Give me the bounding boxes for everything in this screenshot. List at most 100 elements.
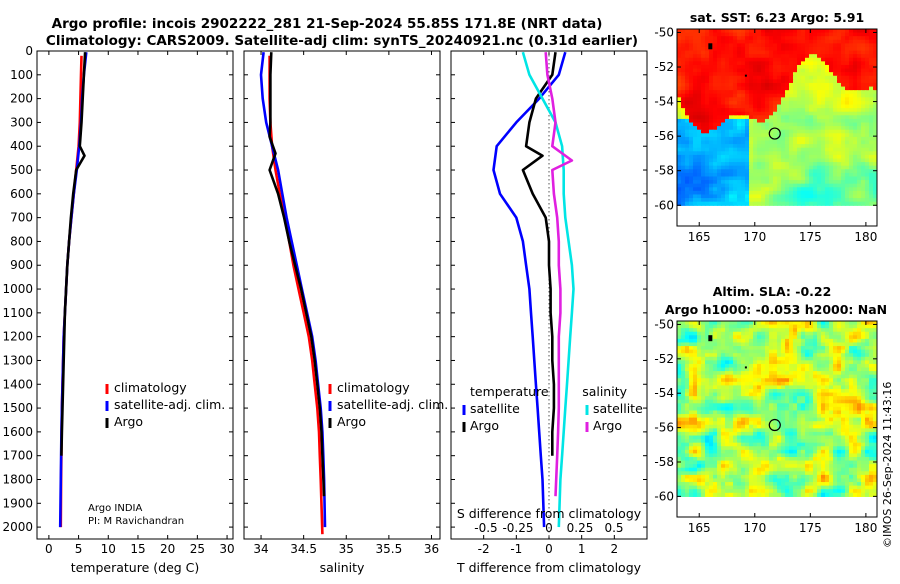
map-cell bbox=[769, 364, 774, 368]
map-cell bbox=[793, 353, 798, 357]
map-cell bbox=[845, 432, 850, 436]
map-cell bbox=[733, 101, 738, 105]
map-cell bbox=[789, 457, 794, 461]
map-cell bbox=[753, 360, 758, 364]
map-cell bbox=[757, 453, 762, 457]
map-cell bbox=[741, 123, 746, 127]
map-cell bbox=[777, 382, 782, 386]
map-cell bbox=[757, 33, 762, 37]
map-cell bbox=[765, 191, 770, 195]
map-cell bbox=[765, 446, 770, 450]
legend-title-temperature: temperature bbox=[470, 384, 549, 399]
map-cell bbox=[729, 137, 734, 141]
map-cell bbox=[729, 40, 734, 44]
map-cell bbox=[693, 346, 698, 350]
map-cell bbox=[785, 137, 790, 141]
map-cell bbox=[789, 191, 794, 195]
map-cell bbox=[841, 378, 846, 382]
map-cell bbox=[685, 36, 690, 40]
map-cell bbox=[865, 342, 870, 346]
map-cell bbox=[713, 353, 718, 357]
map-cell bbox=[753, 101, 758, 105]
map-cell bbox=[757, 141, 762, 145]
map-cell bbox=[841, 76, 846, 80]
map-cell bbox=[697, 47, 702, 51]
map-cell bbox=[741, 94, 746, 98]
map-cell bbox=[677, 432, 682, 436]
map-cell bbox=[773, 321, 778, 325]
map-cell bbox=[745, 176, 750, 180]
map-cell bbox=[841, 418, 846, 422]
map-cell bbox=[757, 321, 762, 325]
map-cell bbox=[845, 90, 850, 94]
map-cell bbox=[749, 97, 754, 101]
map-cell bbox=[777, 47, 782, 51]
map-cell bbox=[749, 453, 754, 457]
map-cell bbox=[817, 403, 822, 407]
map-cell bbox=[821, 439, 826, 443]
map-cell bbox=[765, 72, 770, 76]
map-cell bbox=[721, 105, 726, 109]
map-cell bbox=[789, 112, 794, 116]
map-cell bbox=[693, 194, 698, 198]
map-cell bbox=[745, 453, 750, 457]
map-cell bbox=[801, 101, 806, 105]
map-cell bbox=[833, 119, 838, 123]
map-cell bbox=[769, 194, 774, 198]
map-cell bbox=[729, 332, 734, 336]
map-cell bbox=[769, 360, 774, 364]
map-cell bbox=[697, 414, 702, 418]
map-cell bbox=[865, 76, 870, 80]
map-cell bbox=[761, 101, 766, 105]
map-cell bbox=[753, 443, 758, 447]
map-cell bbox=[769, 328, 774, 332]
map-cell bbox=[685, 69, 690, 73]
map-cell bbox=[829, 144, 834, 148]
map-cell bbox=[705, 414, 710, 418]
map-cell bbox=[845, 457, 850, 461]
map-cell bbox=[861, 169, 866, 173]
map-cell bbox=[729, 202, 734, 206]
map-cell bbox=[713, 475, 718, 479]
map-cell bbox=[765, 173, 770, 177]
x-tick-label: 35.5 bbox=[376, 542, 403, 556]
map-cell bbox=[781, 393, 786, 397]
map-cell bbox=[837, 446, 842, 450]
map-cell bbox=[849, 36, 854, 40]
map-cell bbox=[721, 461, 726, 465]
map-cell bbox=[777, 339, 782, 343]
map-cell bbox=[729, 346, 734, 350]
map-cell bbox=[765, 76, 770, 80]
map-cell bbox=[869, 325, 874, 329]
map-cell bbox=[785, 169, 790, 173]
map-cell bbox=[709, 432, 714, 436]
map-cell bbox=[805, 169, 810, 173]
map-cell bbox=[777, 61, 782, 65]
map-cell bbox=[793, 461, 798, 465]
map-cell bbox=[705, 130, 710, 134]
map-cell bbox=[757, 325, 762, 329]
map-cell bbox=[709, 202, 714, 206]
map-cell bbox=[713, 428, 718, 432]
map-cell bbox=[741, 29, 746, 33]
map-cell bbox=[701, 414, 706, 418]
map-cell bbox=[689, 169, 694, 173]
y-tick-label: 2000 bbox=[2, 520, 33, 534]
map-cell bbox=[789, 105, 794, 109]
map-cell bbox=[757, 457, 762, 461]
map-cell bbox=[865, 54, 870, 58]
map-cell bbox=[825, 425, 830, 429]
map-cell bbox=[773, 105, 778, 109]
map-cell bbox=[801, 393, 806, 397]
map-cell bbox=[725, 166, 730, 170]
map-cell bbox=[685, 176, 690, 180]
map-cell bbox=[761, 169, 766, 173]
map-cell bbox=[725, 403, 730, 407]
map-cell bbox=[781, 65, 786, 69]
map-cell bbox=[733, 371, 738, 375]
map-cell bbox=[857, 471, 862, 475]
map-cell bbox=[861, 342, 866, 346]
map-cell bbox=[825, 115, 830, 119]
map-cell bbox=[853, 450, 858, 454]
map-cell bbox=[801, 94, 806, 98]
